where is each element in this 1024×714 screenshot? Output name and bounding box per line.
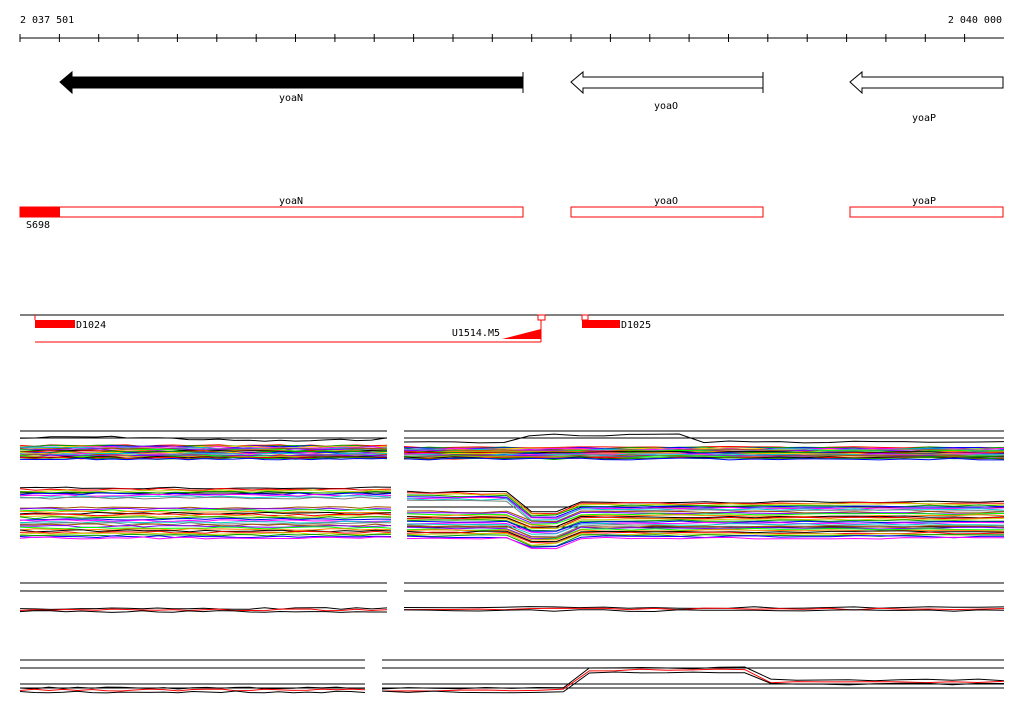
- expression-series-line: [19, 686, 366, 690]
- gene-track: yoaN yoaO yoaP: [59, 70, 1004, 124]
- expression-series-line: [406, 499, 1005, 522]
- features-track: D1024 U1514.M5 D1025: [20, 314, 1004, 343]
- expression-panel-2: [19, 486, 1005, 550]
- coordinate-ruler: 2 037 501 2 040 000: [19, 15, 1004, 42]
- expression-series-line: [19, 519, 392, 523]
- gene-arrow-yoaO[interactable]: [570, 70, 764, 95]
- expression-series-line: [19, 456, 388, 460]
- expression-series-line: [406, 529, 1005, 541]
- expression-series-line: [403, 607, 1005, 611]
- feature-small-box: [537, 314, 546, 321]
- gene-yoaO[interactable]: yoaO: [570, 70, 764, 112]
- expression-series-line: [19, 610, 387, 613]
- expression-panel-1: [19, 430, 1005, 461]
- expression-series-line: [406, 490, 1005, 513]
- expression-series-line: [406, 522, 1005, 535]
- expression-series-line: [406, 512, 1005, 526]
- feature-block-S698[interactable]: [20, 207, 60, 217]
- gene-yoaN[interactable]: yoaN: [59, 70, 524, 104]
- annotation-label-yoaN: yoaN: [279, 196, 303, 207]
- expression-series-line: [19, 487, 392, 491]
- expression-series-line: [406, 495, 1005, 518]
- feature-block-D1024[interactable]: [35, 320, 75, 328]
- expression-series-line: [381, 666, 1005, 690]
- feature-label-S698: S698: [26, 220, 50, 231]
- gene-label-yoaO: yoaO: [654, 101, 678, 112]
- expression-series-line: [19, 507, 392, 511]
- expression-series-line: [19, 688, 366, 692]
- expression-series-line: [406, 536, 1004, 550]
- expression-panel-3: [19, 582, 1005, 613]
- expression-series-line: [19, 523, 392, 527]
- expression-series-line: [19, 492, 392, 496]
- expression-series-line: [406, 515, 1005, 528]
- expression-series-line: [381, 668, 1005, 692]
- expression-series-line: [19, 448, 388, 452]
- expression-series-line: [19, 533, 392, 537]
- expression-series-line: [406, 525, 1005, 539]
- expression-series-line: [19, 453, 388, 457]
- expression-series-line: [403, 609, 1005, 613]
- expression-series-line: [19, 608, 388, 612]
- expression-series-line: [19, 516, 392, 520]
- expression-series-line: [19, 490, 392, 494]
- gene-arrow-yoaP[interactable]: [849, 70, 1004, 95]
- expression-series-line: [19, 529, 392, 533]
- expression-series-line: [403, 457, 1004, 461]
- gene-yoaP[interactable]: yoaP: [849, 70, 1004, 124]
- expression-series-line: [19, 435, 388, 442]
- expression-series-line: [19, 532, 392, 536]
- feature-label-D1025: D1025: [621, 320, 651, 331]
- feature-marker-U1514.M5[interactable]: [502, 329, 541, 339]
- feature-block-D1025[interactable]: [582, 320, 620, 328]
- expression-series-line: [19, 445, 388, 449]
- expression-series-line: [19, 496, 392, 500]
- expression-series-line: [406, 526, 1005, 540]
- expression-series-line: [406, 532, 1005, 546]
- expression-panel-4: [19, 659, 1005, 694]
- feature-small-box: [581, 314, 589, 321]
- expression-series-line: [19, 457, 388, 461]
- annotation-box-yoaN[interactable]: [19, 206, 524, 218]
- expression-series-line: [19, 690, 366, 694]
- expression-series-line: [19, 526, 392, 530]
- expression-series-line: [406, 521, 1005, 534]
- expression-series-line: [406, 519, 1005, 532]
- annotation-box-yoaP[interactable]: [849, 206, 1004, 218]
- expression-panels: [19, 430, 1005, 694]
- gene-arrow-yoaN[interactable]: [59, 70, 524, 95]
- annotation-label-yoaO: yoaO: [654, 196, 678, 207]
- expression-series-line: [19, 607, 388, 610]
- annotation-track: yoaN S698 yoaO yoaP: [19, 196, 1004, 231]
- expression-series-line: [381, 671, 1005, 694]
- expression-series-line: [19, 536, 392, 540]
- ruler-start-label: 2 037 501: [20, 15, 74, 26]
- feature-label-U1514.M5: U1514.M5: [452, 328, 500, 339]
- expression-series-line: [406, 534, 1005, 547]
- annotation-label-yoaP: yoaP: [912, 196, 936, 207]
- feature-label-D1024: D1024: [76, 320, 106, 331]
- expression-series-line: [19, 517, 392, 521]
- ruler-end-label: 2 040 000: [948, 15, 1002, 26]
- expression-series-line: [19, 513, 392, 517]
- annotation-box-yoaO[interactable]: [570, 206, 764, 218]
- gene-label-yoaN: yoaN: [279, 93, 303, 104]
- ruler-ticks: [19, 34, 966, 42]
- expression-series-line: [403, 433, 1005, 444]
- gene-label-yoaP: yoaP: [912, 113, 936, 124]
